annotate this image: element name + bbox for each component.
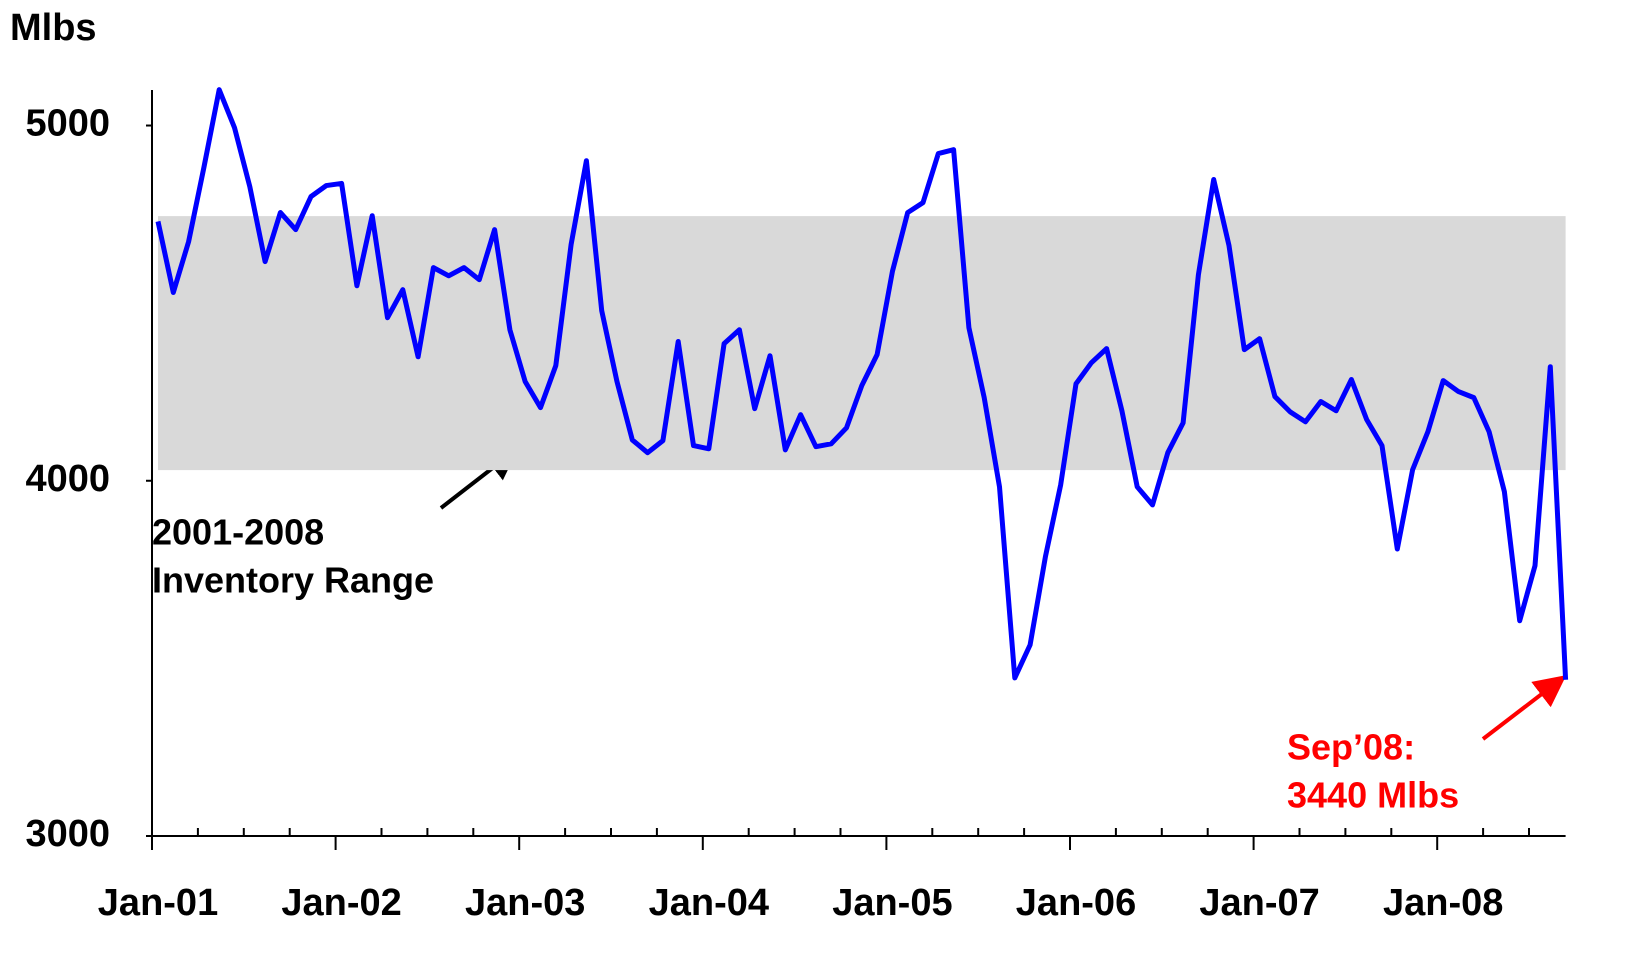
x-tick-label: Jan-03 bbox=[465, 882, 585, 924]
range-band bbox=[158, 216, 1566, 471]
y-tick-label: 3000 bbox=[25, 813, 110, 855]
annotation-arrow bbox=[1481, 675, 1567, 741]
x-tick-label: Jan-08 bbox=[1383, 882, 1503, 924]
annotation: 2001-2008 bbox=[152, 512, 324, 553]
x-tick-label: Jan-05 bbox=[832, 882, 952, 924]
annotation: 3440 Mlbs bbox=[1287, 775, 1459, 816]
x-tick-label: Jan-07 bbox=[1199, 882, 1319, 924]
y-tick-label: 5000 bbox=[25, 103, 110, 145]
data-line bbox=[155, 87, 1569, 681]
annotation: Inventory Range bbox=[152, 560, 434, 601]
y-tick-label: 4000 bbox=[25, 458, 110, 500]
y-axis-title: Mlbs bbox=[10, 7, 97, 49]
x-tick-label: Jan-06 bbox=[1016, 882, 1136, 924]
x-tick-label: Jan-02 bbox=[281, 882, 401, 924]
annotation: Sep’08: bbox=[1287, 727, 1415, 768]
x-tick-label: Jan-01 bbox=[98, 882, 218, 924]
x-tick-label: Jan-04 bbox=[649, 882, 769, 924]
